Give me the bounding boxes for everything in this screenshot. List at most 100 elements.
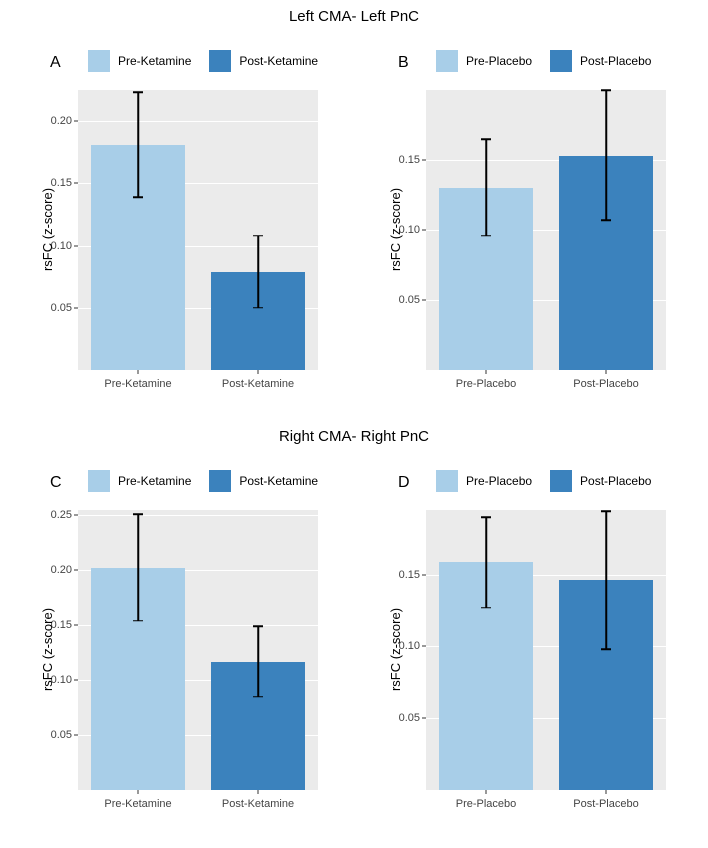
error-bar [257, 626, 259, 696]
gridline [78, 515, 318, 516]
error-bar [485, 139, 487, 236]
error-cap [481, 235, 491, 237]
panel-letter-B: B [398, 54, 409, 72]
y-tick-label: 0.05 [399, 294, 420, 306]
legend-swatch [88, 470, 110, 492]
legend-label: Post-Ketamine [239, 474, 318, 488]
legend-panel-A: Pre-Ketamine Post-Ketamine [88, 50, 318, 72]
plot-area-D: 0.050.100.15Pre-PlaceboPost-Placebo [426, 510, 666, 790]
y-tick-label: 0.20 [51, 564, 72, 576]
error-cap [601, 649, 611, 651]
error-cap [253, 696, 263, 698]
error-cap [481, 607, 491, 609]
legend-label: Pre-Ketamine [118, 474, 191, 488]
error-cap [253, 626, 263, 628]
error-cap [253, 235, 263, 237]
plot-area-C: 0.050.100.150.200.25Pre-KetaminePost-Ket… [78, 510, 318, 790]
panel-letter-D: D [398, 474, 410, 492]
legend-label: Pre-Placebo [466, 474, 532, 488]
y-tick-mark [422, 646, 426, 647]
section-title-1: Right CMA- Right PnC [0, 428, 708, 445]
error-bar [137, 514, 139, 621]
y-tick-mark [422, 230, 426, 231]
legend-panel-B: Pre-Placebo Post-Placebo [436, 50, 651, 72]
legend-label: Pre-Ketamine [118, 54, 191, 68]
legend-swatch [436, 50, 458, 72]
error-cap [133, 196, 143, 198]
x-tick-mark [258, 790, 259, 794]
y-tick-mark [74, 307, 78, 308]
error-cap [601, 511, 611, 513]
gridline [78, 121, 318, 122]
y-tick-mark [74, 515, 78, 516]
plot-area-B: 0.050.100.15Pre-PlaceboPost-Placebo [426, 90, 666, 370]
error-cap [253, 307, 263, 309]
legend-swatch [209, 50, 231, 72]
error-bar [605, 90, 607, 220]
y-tick-mark [74, 183, 78, 184]
x-tick-mark [486, 370, 487, 374]
y-tick-mark [74, 245, 78, 246]
error-cap [601, 219, 611, 221]
y-tick-mark [74, 680, 78, 681]
y-tick-mark [74, 121, 78, 122]
y-tick-mark [74, 735, 78, 736]
y-tick-mark [422, 160, 426, 161]
x-tick-label: Pre-Placebo [456, 798, 517, 810]
y-tick-label: 0.05 [51, 302, 72, 314]
y-tick-mark [422, 574, 426, 575]
x-tick-mark [606, 370, 607, 374]
y-axis-label: rsFC (z-score) [388, 188, 403, 271]
x-tick-label: Post-Placebo [573, 798, 638, 810]
y-tick-mark [422, 718, 426, 719]
x-tick-mark [486, 790, 487, 794]
legend-swatch [550, 470, 572, 492]
error-cap [133, 514, 143, 516]
error-cap [133, 620, 143, 622]
figure-root: Left CMA- Left PnC Right CMA- Right PnC A P… [0, 0, 708, 848]
error-bar [137, 92, 139, 197]
y-axis-label: rsFC (z-score) [40, 188, 55, 271]
y-tick-label: 0.20 [51, 115, 72, 127]
x-tick-label: Pre-Ketamine [104, 378, 171, 390]
y-tick-label: 0.15 [399, 569, 420, 581]
x-tick-label: Post-Ketamine [222, 798, 294, 810]
legend-panel-C: Pre-Ketamine Post-Ketamine [88, 470, 318, 492]
x-tick-mark [138, 790, 139, 794]
y-axis-label: rsFC (z-score) [388, 608, 403, 691]
x-tick-label: Pre-Placebo [456, 378, 517, 390]
y-axis-label: rsFC (z-score) [40, 608, 55, 691]
error-cap [481, 138, 491, 140]
x-tick-mark [606, 790, 607, 794]
legend-label: Post-Ketamine [239, 54, 318, 68]
section-title-0: Left CMA- Left PnC [0, 8, 708, 25]
legend-label: Pre-Placebo [466, 54, 532, 68]
x-tick-label: Post-Placebo [573, 378, 638, 390]
legend-panel-D: Pre-Placebo Post-Placebo [436, 470, 651, 492]
x-tick-mark [138, 370, 139, 374]
error-cap [481, 516, 491, 518]
error-bar [605, 511, 607, 649]
y-tick-mark [74, 625, 78, 626]
error-cap [601, 89, 611, 91]
y-tick-mark [74, 570, 78, 571]
legend-swatch [436, 470, 458, 492]
legend-swatch [88, 50, 110, 72]
y-tick-label: 0.15 [399, 154, 420, 166]
plot-area-A: 0.050.100.150.20Pre-KetaminePost-Ketamin… [78, 90, 318, 370]
x-tick-label: Post-Ketamine [222, 378, 294, 390]
x-tick-mark [258, 370, 259, 374]
x-tick-label: Pre-Ketamine [104, 798, 171, 810]
error-cap [133, 92, 143, 94]
y-tick-mark [422, 300, 426, 301]
panel-letter-C: C [50, 474, 62, 492]
error-bar [485, 517, 487, 607]
legend-label: Post-Placebo [580, 54, 651, 68]
error-bar [257, 236, 259, 308]
y-tick-label: 0.05 [51, 729, 72, 741]
panel-letter-A: A [50, 54, 61, 72]
legend-swatch [550, 50, 572, 72]
y-tick-label: 0.25 [51, 509, 72, 521]
legend-label: Post-Placebo [580, 474, 651, 488]
legend-swatch [209, 470, 231, 492]
